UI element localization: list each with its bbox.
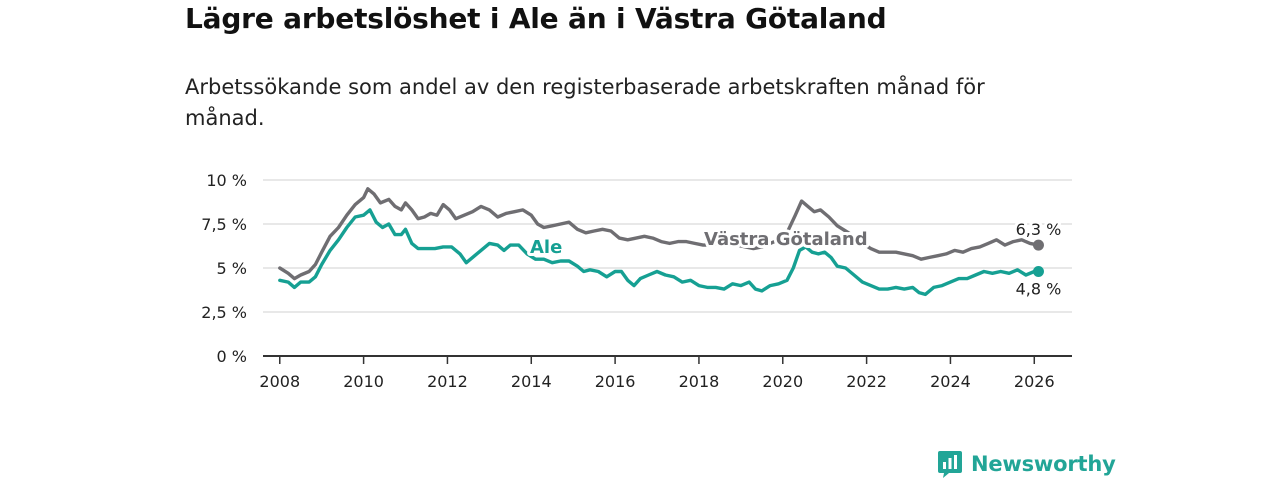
x-tick-label: 2018 bbox=[679, 372, 720, 391]
x-tick-label: 2020 bbox=[762, 372, 803, 391]
series-label-ale: Ale bbox=[530, 237, 562, 258]
x-tick-label: 2024 bbox=[930, 372, 971, 391]
x-tick-label: 2014 bbox=[511, 372, 552, 391]
y-tick-label: 5 % bbox=[217, 259, 247, 278]
series-label-ale-halo: Ale bbox=[530, 237, 562, 258]
end-label-vastra-gotaland-halo: 6,3 % bbox=[1016, 220, 1062, 239]
y-tick-label: 7,5 % bbox=[201, 215, 247, 234]
series-end-point-vastra-gotaland bbox=[1032, 239, 1044, 251]
y-tick-label: 2,5 % bbox=[201, 303, 247, 322]
brand-logo[interactable]: Newsworthy bbox=[937, 448, 1116, 480]
x-tick-label: 2022 bbox=[846, 372, 887, 391]
series-line-vastra-gotaland bbox=[278, 187, 1041, 281]
x-tick-label: 2016 bbox=[595, 372, 636, 391]
brand-name: Newsworthy bbox=[971, 452, 1116, 476]
x-tick-label: 2010 bbox=[343, 372, 384, 391]
y-tick-label: 10 % bbox=[206, 171, 247, 190]
chart-subtitle: Arbetssökande som andel av den registerb… bbox=[185, 75, 985, 130]
chart-title: Lägre arbetslöshet i Ale än i Västra Göt… bbox=[185, 2, 887, 35]
line-chart: 0 % 2,5 % 5 % 7,5 % 10 % 2008 2010 2012 2014 2016… bbox=[201, 171, 1072, 391]
x-tick-label: 2026 bbox=[1014, 372, 1055, 391]
end-label-ale: 4,8 % bbox=[1016, 280, 1062, 299]
x-tick-label: 2012 bbox=[427, 372, 468, 391]
end-label-vastra-gotaland: 6,3 % bbox=[1016, 220, 1062, 239]
series-line-ale bbox=[278, 208, 1041, 297]
newsworthy-chart-icon bbox=[938, 451, 962, 478]
x-tick-label: 2008 bbox=[259, 372, 300, 391]
series-label-vastra-gotaland: Västra Götaland bbox=[704, 229, 868, 250]
series-label-vastra-gotaland-halo: Västra Götaland bbox=[704, 229, 868, 250]
end-label-ale-halo: 4,8 % bbox=[1016, 280, 1062, 299]
y-tick-label: 0 % bbox=[217, 347, 247, 366]
series-end-point-ale bbox=[1032, 266, 1044, 278]
